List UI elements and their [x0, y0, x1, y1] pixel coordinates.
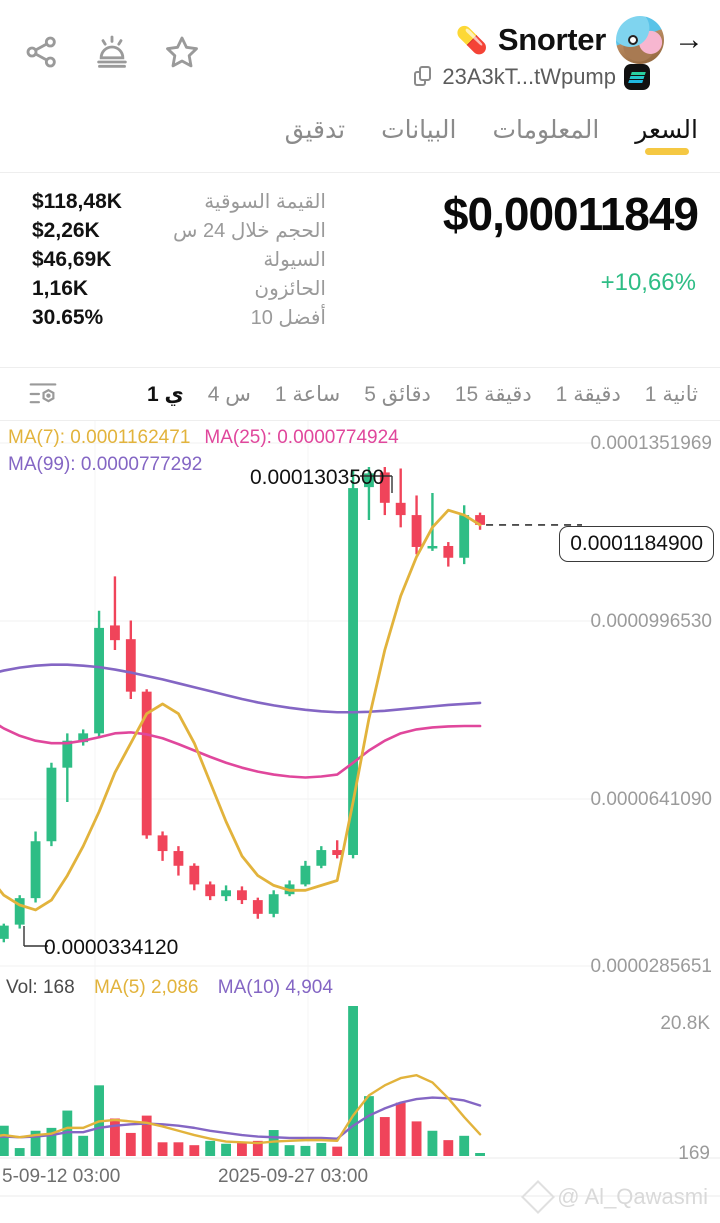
token-address[interactable]: 23A3kT...tWpump: [442, 64, 616, 89]
ma-legend: MA(7): 0.0001162471 MA(25): 0.0000774924 …: [8, 425, 413, 479]
watermark: @ Al_Qawasmi: [521, 1180, 708, 1214]
volume-tick-top: 20.8K: [660, 1013, 710, 1034]
stat-value: $46,69K: [32, 248, 112, 271]
stat-value: 1,16K: [32, 277, 89, 300]
solana-chain-icon: [624, 64, 650, 90]
volume-legend: Vol: 168 MA(5) 2,086 MA(10) 4,904: [6, 977, 333, 999]
stat-value: 30.65%: [32, 306, 104, 329]
timeframe-5m[interactable]: 5 دقائق: [364, 382, 431, 406]
time-tick: 2025-09-27 03:00: [218, 1166, 369, 1187]
stats-table: $118,48K القيمة السوقية $2,26K الحجم خلا…: [0, 187, 340, 332]
ma99-legend: MA(99): 0.0000777292: [8, 453, 203, 475]
stat-value: $2,26K: [32, 219, 100, 242]
app-header: 💊 Snorter → 23A3kT...tWpump: [0, 0, 720, 105]
volume-tick-bottom: 169: [678, 1143, 710, 1164]
stat-value: $118,48K: [32, 190, 122, 213]
timeframe-1h[interactable]: 1 ساعة: [274, 382, 341, 406]
tab-data[interactable]: البيانات: [381, 116, 457, 144]
timeframe-4h[interactable]: 4 س: [207, 382, 251, 406]
current-price: $0,00011849: [442, 188, 699, 240]
ma7-legend: MA(7): 0.0001162471: [8, 427, 191, 448]
stat-label: أفضل 10: [250, 307, 326, 329]
diamond-icon: [521, 1180, 556, 1214]
stat-row-liquidity: $46,69K السيولة: [0, 245, 340, 274]
star-icon[interactable]: [162, 32, 202, 72]
share-icon[interactable]: [22, 32, 62, 72]
stat-label: الحجم خلال 24 س: [173, 220, 326, 242]
timeframe-1s[interactable]: 1 ثانية: [644, 382, 698, 406]
stat-row-top10: 30.65% أفضل 10: [0, 303, 340, 332]
tab-audit[interactable]: تدقيق: [284, 116, 346, 144]
ma25-legend: MA(25): 0.0000774924: [204, 427, 399, 448]
header-actions: [22, 32, 202, 72]
tab-price[interactable]: السعر: [631, 111, 702, 155]
volume-ma5: MA(5) 2,086: [93, 977, 199, 998]
timeframe-bar: 1 ثانية 1 دقيقة 15 دقيقة 5 دقائق 1 ساعة …: [0, 368, 720, 421]
timeframe-1m[interactable]: 1 دقيقة: [555, 382, 621, 406]
time-tick: 5-09-12 03:00: [2, 1166, 121, 1187]
alert-icon[interactable]: [92, 32, 132, 72]
stats-panel: $0,00011849 +10,66% $118,48K القيمة السو…: [0, 173, 720, 368]
candlestick-chart: [0, 421, 720, 1197]
stat-row-volume24h: $2,26K الحجم خلال 24 س: [0, 216, 340, 245]
pill-icon: 💊: [455, 25, 488, 55]
chart-low-label: 0.0000334120: [44, 936, 179, 959]
chart-area[interactable]: MA(7): 0.0001162471 MA(25): 0.0000774924 …: [0, 421, 720, 1216]
volume-value: Vol: 168: [6, 977, 75, 998]
token-identity: 💊 Snorter → 23A3kT...tWpump: [414, 16, 706, 90]
price-change-badge: +10,66%: [600, 269, 696, 296]
stat-label: الحائزون: [254, 278, 326, 300]
stat-label: السيولة: [263, 249, 326, 271]
token-avatar: [616, 16, 664, 64]
timeframe-1d[interactable]: 1 ي: [146, 382, 184, 406]
tab-info[interactable]: المعلومات: [492, 116, 600, 144]
tab-bar: السعر المعلومات البيانات تدقيق: [0, 105, 720, 173]
stat-label: القيمة السوقية: [204, 191, 326, 213]
timeframe-15m[interactable]: 15 دقيقة: [454, 382, 532, 406]
chart-settings-icon[interactable]: [26, 379, 60, 409]
current-price-badge: 0.0001184900: [559, 526, 714, 562]
stat-row-holders: 1,16K الحائزون: [0, 274, 340, 303]
copy-icon[interactable]: [414, 66, 434, 88]
chart-high-label: 0.0001303500: [250, 466, 385, 489]
forward-arrow-icon[interactable]: →: [674, 23, 704, 56]
stat-row-marketcap: $118,48K القيمة السوقية: [0, 187, 340, 216]
watermark-text: @ Al_Qawasmi: [557, 1184, 708, 1209]
token-name: Snorter: [497, 22, 606, 57]
volume-ma10: MA(10) 4,904: [217, 977, 333, 998]
